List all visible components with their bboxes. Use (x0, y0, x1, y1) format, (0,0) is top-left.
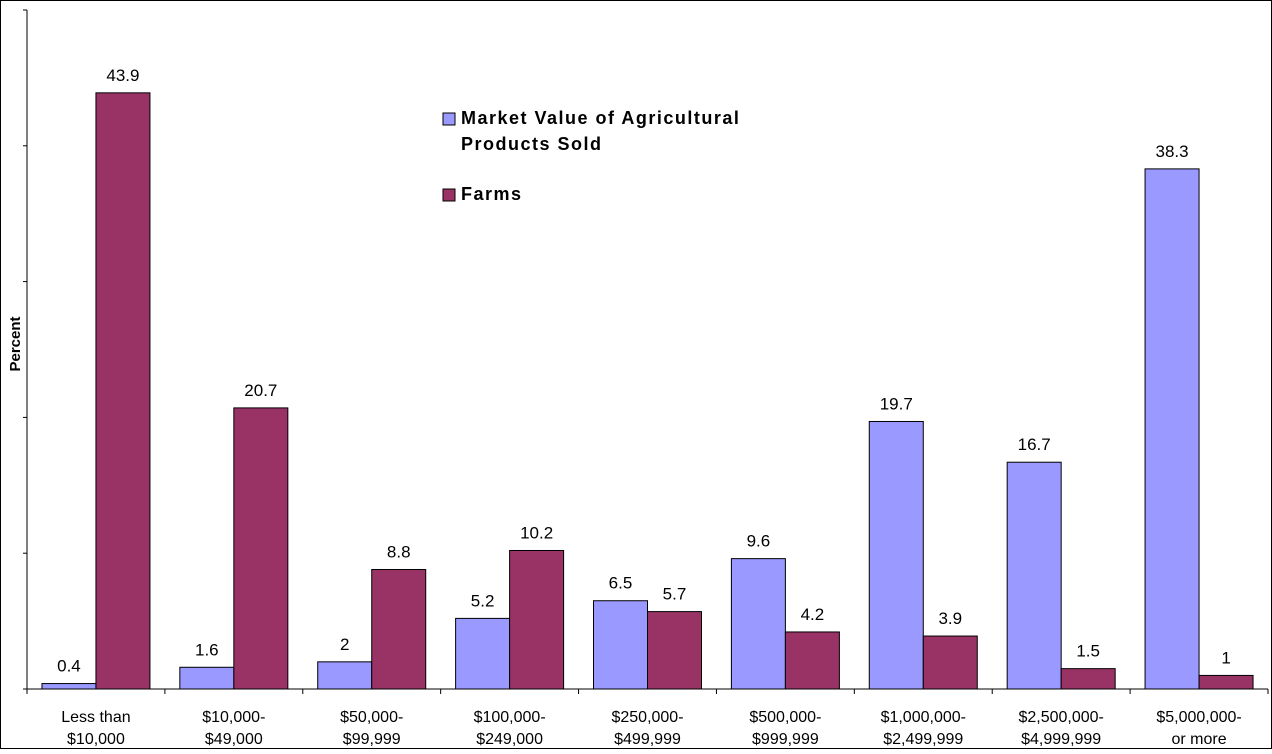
data-label: 6.5 (609, 574, 633, 593)
data-label: 1 (1221, 648, 1230, 667)
bar-market-value (179, 666, 235, 690)
data-label: 1.5 (1076, 642, 1100, 661)
data-label: 20.7 (244, 381, 277, 400)
data-label: 2 (340, 635, 349, 654)
data-label: 3.9 (938, 609, 962, 628)
x-tick-label: $50,000- (340, 709, 403, 726)
x-tick-label: or more (1171, 731, 1226, 748)
data-label: 0.4 (57, 657, 81, 676)
data-label: 43.9 (106, 66, 139, 85)
x-tick-label: $5,000,000- (1156, 709, 1241, 726)
bar-farms (371, 568, 427, 690)
bar-farms (1060, 668, 1116, 690)
bar-farms (1198, 674, 1254, 690)
legend-swatch-farms (442, 188, 456, 202)
bar-farms (509, 549, 565, 690)
legend-label: Farms (461, 184, 523, 204)
x-tick-label: $999,999 (752, 731, 819, 748)
data-label: 1.6 (195, 640, 219, 659)
bar-farms (647, 611, 702, 690)
bar-market-value (593, 600, 648, 690)
bar-farms (784, 631, 840, 690)
data-label: 16.7 (1018, 435, 1051, 454)
bar-farms (233, 407, 289, 690)
data-label: 9.6 (747, 532, 771, 551)
x-tick-label: $4,999,999 (1021, 731, 1101, 748)
bar-market-value (455, 617, 511, 690)
bar-farms (922, 635, 978, 690)
x-tick-label: $499,999 (614, 731, 681, 748)
data-label: 38.3 (1156, 142, 1189, 161)
x-tick-label: $49,000 (205, 731, 263, 748)
legend-swatch-market-value (442, 112, 456, 126)
bar-market-value (41, 683, 97, 690)
x-tick-label: $250,000- (611, 709, 683, 726)
x-tick-label: $10,000- (202, 709, 265, 726)
data-label: 5.7 (663, 585, 687, 604)
x-tick-label: $2,499,999 (883, 731, 963, 748)
legend-label: Market Value of Agricultural (461, 108, 740, 128)
y-axis-label: Percent (7, 316, 24, 371)
x-tick-label: $2,500,000- (1018, 709, 1103, 726)
bar-market-value (730, 558, 786, 690)
bar-market-value (317, 661, 373, 690)
data-label: 10.2 (520, 523, 553, 542)
x-tick-label: $99,999 (343, 731, 401, 748)
bar-market-value (868, 420, 924, 690)
data-label: 4.2 (801, 605, 825, 624)
bar-market-value (1006, 461, 1062, 690)
bar-farms (95, 92, 151, 690)
x-tick-label: $1,000,000- (881, 709, 966, 726)
data-label: 8.8 (387, 542, 411, 561)
x-tick-label: Less than (61, 709, 130, 726)
bar-market-value (1144, 168, 1200, 690)
x-tick-label: $249,000 (476, 731, 543, 748)
x-tick-label: $500,000- (749, 709, 821, 726)
x-tick-label: $100,000- (474, 709, 546, 726)
legend-label: Products Sold (461, 134, 603, 154)
data-label: 19.7 (880, 394, 913, 413)
x-tick-label: $10,000 (67, 731, 125, 748)
data-label: 5.2 (471, 591, 495, 610)
